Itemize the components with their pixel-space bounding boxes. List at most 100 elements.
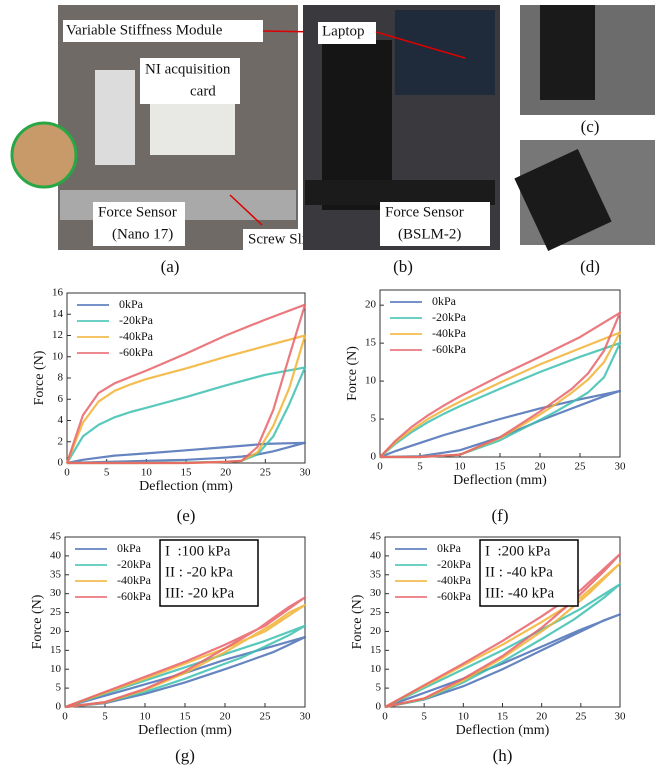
y-tick-label: 20 bbox=[365, 299, 377, 311]
x-tick-label: 5 bbox=[102, 711, 108, 723]
photo-label: Force Sensor bbox=[385, 204, 464, 220]
x-tick-label: 20 bbox=[535, 461, 547, 473]
x-tick-label: 5 bbox=[421, 711, 427, 723]
x-tick-label: 15 bbox=[495, 461, 507, 473]
x-tick-label: 5 bbox=[417, 461, 423, 473]
legend-label: 0kPa bbox=[437, 541, 462, 555]
x-tick-label: 15 bbox=[497, 711, 509, 723]
y-axis-label: Force (N) bbox=[350, 594, 365, 649]
y-tick-label: 15 bbox=[370, 644, 382, 656]
y-tick-label: 40 bbox=[50, 549, 62, 561]
inset bbox=[12, 123, 76, 187]
x-axis-label: Deflection (mm) bbox=[138, 723, 232, 738]
caption: (b) bbox=[393, 257, 413, 276]
caption: (e) bbox=[177, 506, 196, 525]
x-tick-label: 30 bbox=[300, 711, 312, 723]
module bbox=[95, 70, 135, 165]
x-axis-label: Deflection (mm) bbox=[453, 473, 547, 488]
page: Variable Stiffness Module NI acquisition… bbox=[0, 0, 660, 769]
legend-label: -20kPa bbox=[119, 313, 154, 327]
caption: (h) bbox=[493, 746, 513, 765]
y-tick-label: 35 bbox=[370, 568, 382, 580]
x-tick-label: 5 bbox=[104, 467, 110, 479]
y-tick-label: 45 bbox=[50, 531, 62, 543]
x-tick-label: 25 bbox=[260, 711, 272, 723]
legend-label: 0kPa bbox=[119, 297, 144, 311]
x-tick-label: 30 bbox=[615, 461, 627, 473]
y-tick-label: 35 bbox=[50, 568, 62, 580]
y-tick-label: 12 bbox=[52, 329, 63, 341]
figure: Variable Stiffness Module NI acquisition… bbox=[0, 0, 660, 769]
base bbox=[305, 180, 495, 205]
y-tick-label: 15 bbox=[365, 337, 377, 349]
y-tick-label: 0 bbox=[376, 701, 382, 713]
photo-label: NI acquisition bbox=[145, 61, 231, 77]
y-tick-label: 0 bbox=[56, 701, 62, 713]
legend-label: -20kPa bbox=[432, 310, 467, 324]
legend-label: -40kPa bbox=[119, 329, 154, 343]
photo-label: card bbox=[190, 83, 216, 99]
legend-label: -60kPa bbox=[117, 589, 152, 603]
photo-label: (Nano 17) bbox=[112, 226, 173, 242]
photo-label: Variable Stiffness Module bbox=[66, 22, 223, 38]
y-tick-label: 30 bbox=[50, 587, 62, 599]
y-tick-label: 2 bbox=[58, 435, 64, 447]
legend-label: -20kPa bbox=[437, 557, 472, 571]
y-axis-label: Force (N) bbox=[30, 594, 45, 649]
annotation: II : -20 kPa bbox=[165, 564, 233, 580]
x-tick-label: 20 bbox=[220, 467, 232, 479]
y-tick-label: 30 bbox=[370, 587, 382, 599]
caption: (a) bbox=[161, 257, 180, 276]
y-tick-label: 10 bbox=[52, 350, 64, 362]
legend-label: -60kPa bbox=[437, 589, 472, 603]
x-tick-label: 10 bbox=[455, 461, 467, 473]
legend-label: -20kPa bbox=[117, 557, 152, 571]
caption: (f) bbox=[492, 506, 509, 525]
x-tick-label: 30 bbox=[300, 467, 312, 479]
photo-label: Force Sensor bbox=[98, 204, 177, 220]
y-tick-label: 10 bbox=[50, 663, 62, 675]
y-tick-label: 10 bbox=[370, 663, 382, 675]
series-line bbox=[67, 443, 305, 463]
caption: (c) bbox=[581, 117, 600, 136]
legend-label: 0kPa bbox=[432, 294, 457, 308]
y-tick-label: 5 bbox=[376, 682, 382, 694]
caption: (d) bbox=[580, 257, 600, 276]
series-line bbox=[67, 367, 305, 463]
x-tick-label: 0 bbox=[382, 711, 388, 723]
x-tick-label: 25 bbox=[575, 461, 587, 473]
y-tick-label: 25 bbox=[50, 606, 62, 618]
series-line bbox=[380, 343, 620, 457]
caption: (g) bbox=[175, 746, 195, 765]
y-tick-label: 16 bbox=[52, 287, 64, 299]
actuator bbox=[540, 5, 595, 100]
x-tick-label: 25 bbox=[575, 711, 587, 723]
x-tick-label: 0 bbox=[377, 461, 383, 473]
x-tick-label: 10 bbox=[458, 711, 470, 723]
x-axis-label: Deflection (mm) bbox=[456, 723, 550, 738]
y-tick-label: 10 bbox=[365, 375, 377, 387]
series-line bbox=[67, 305, 305, 463]
plot-frame bbox=[380, 290, 620, 457]
x-tick-label: 10 bbox=[141, 467, 153, 479]
x-tick-label: 15 bbox=[181, 467, 193, 479]
x-tick-label: 0 bbox=[64, 467, 70, 479]
y-tick-label: 8 bbox=[58, 372, 64, 384]
annotation: I :100 kPa bbox=[165, 543, 231, 559]
x-tick-label: 0 bbox=[62, 711, 68, 723]
legend-label: -60kPa bbox=[432, 342, 467, 356]
y-tick-label: 0 bbox=[58, 457, 64, 469]
annotation: III: -20 kPa bbox=[165, 585, 234, 601]
x-tick-label: 20 bbox=[536, 711, 548, 723]
y-tick-label: 20 bbox=[370, 625, 382, 637]
x-tick-label: 20 bbox=[220, 711, 232, 723]
y-tick-label: 5 bbox=[56, 682, 62, 694]
y-tick-label: 25 bbox=[370, 606, 382, 618]
photo-label: (BSLM-2) bbox=[398, 226, 461, 242]
x-tick-label: 10 bbox=[140, 711, 152, 723]
legend-label: -40kPa bbox=[437, 573, 472, 587]
photo-label: Laptop bbox=[322, 23, 365, 39]
y-tick-label: 5 bbox=[371, 413, 377, 425]
x-tick-label: 30 bbox=[615, 711, 627, 723]
x-axis-label: Deflection (mm) bbox=[139, 479, 233, 494]
